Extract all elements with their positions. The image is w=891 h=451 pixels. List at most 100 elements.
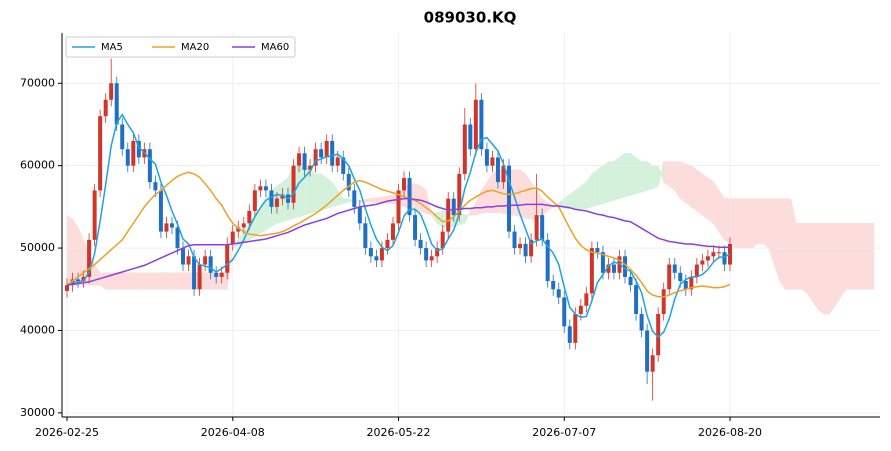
candle-body — [181, 248, 186, 265]
candle-body — [225, 243, 230, 273]
candle-body — [109, 83, 114, 100]
candle-body — [385, 239, 390, 249]
candle-body — [352, 190, 357, 207]
candle-body — [175, 227, 180, 249]
candle-body — [302, 153, 307, 170]
candle-body — [247, 210, 252, 224]
candle-body — [390, 223, 395, 240]
candle-body — [153, 182, 158, 191]
candle-body — [462, 124, 467, 174]
candle-body — [258, 186, 263, 191]
candle-body — [678, 272, 683, 282]
cloud-segment — [155, 272, 162, 290]
candle-body — [595, 248, 600, 253]
candle-body — [346, 173, 351, 191]
cloud-segment — [342, 198, 350, 204]
cloud-segment — [525, 172, 532, 220]
candle-body — [667, 264, 672, 290]
cloud-segment — [696, 169, 703, 216]
cloud-segment — [127, 272, 134, 290]
cloud-segment — [862, 223, 869, 290]
candle-body — [435, 248, 440, 257]
candle-body — [147, 149, 152, 183]
cloud-segment — [481, 181, 488, 214]
cloud-segment — [707, 177, 714, 224]
cloud-segment — [856, 223, 863, 290]
candle-body — [567, 326, 572, 343]
candle-body — [197, 264, 202, 290]
cloud-segment — [94, 263, 101, 286]
candle-body — [230, 231, 235, 244]
grid: 30000 40000 50000 60000 70000 2026-02-25 2026-… — [20, 33, 880, 439]
candle-body — [103, 99, 108, 117]
candle-body — [308, 165, 313, 170]
candle-body — [534, 215, 539, 240]
cloud-segment — [685, 163, 692, 208]
cloud-segment — [160, 272, 167, 290]
cloud-segment — [387, 194, 394, 204]
candle-body — [120, 124, 125, 150]
cloud-segment — [309, 169, 316, 214]
candle-body — [313, 149, 318, 166]
cloud-segment — [674, 161, 681, 200]
cloud-segment — [597, 165, 604, 206]
x-tick-label: 2026-02-25 — [35, 426, 99, 439]
cloud-segment — [812, 223, 819, 311]
candle-body — [639, 313, 644, 331]
cloud-segment — [757, 198, 764, 245]
candle-body — [269, 190, 274, 207]
cloud-segment — [840, 223, 847, 299]
cloud-segment — [586, 172, 593, 209]
cloud-segment — [834, 223, 841, 307]
x-tick-label: 2026-04-08 — [201, 426, 265, 439]
ma-line — [66, 197, 730, 286]
cloud-segment — [602, 160, 609, 204]
cloud-segment — [735, 198, 742, 249]
candle-body — [87, 239, 92, 277]
candle-body — [131, 140, 136, 166]
candle-body — [214, 272, 219, 277]
cloud-segment — [166, 272, 173, 290]
cloud — [66, 152, 874, 315]
candle-body — [529, 239, 534, 257]
cloud-segment — [420, 184, 427, 214]
candle-body — [280, 194, 285, 199]
cloud-segment — [751, 198, 758, 249]
x-tick-label: 2026-07-07 — [532, 426, 596, 439]
cloud-segment — [414, 183, 421, 213]
ma-line — [66, 113, 731, 339]
cloud-segment — [823, 223, 830, 315]
candle-body — [114, 83, 119, 125]
cloud-segment — [779, 198, 786, 291]
candle-body — [252, 190, 257, 211]
candle-body — [125, 149, 130, 166]
candle-body — [335, 157, 340, 166]
candle-body — [584, 293, 589, 306]
cloud-segment — [519, 169, 526, 219]
candle-body — [208, 256, 213, 273]
cloud-segment — [762, 198, 769, 249]
candle-body — [418, 239, 423, 249]
candle-body — [540, 215, 545, 240]
cloud-segment — [729, 198, 736, 249]
candle-body — [689, 276, 694, 290]
cloud-segment — [790, 198, 797, 290]
cloud-segment — [464, 210, 471, 224]
ma-line — [66, 171, 731, 298]
candle-body — [479, 99, 484, 150]
cloud-segment — [177, 272, 184, 290]
candle-body — [219, 272, 224, 277]
candle-body — [446, 198, 451, 232]
candle-body — [429, 256, 434, 261]
cloud-segment — [652, 165, 659, 190]
candle-body — [523, 243, 528, 257]
candle-body — [363, 223, 368, 249]
candle-body — [424, 248, 429, 261]
candle-body — [600, 252, 605, 273]
candle-body — [407, 178, 412, 216]
cloud-segment — [635, 156, 642, 195]
candle-body — [402, 178, 407, 191]
candle-body — [551, 281, 556, 290]
